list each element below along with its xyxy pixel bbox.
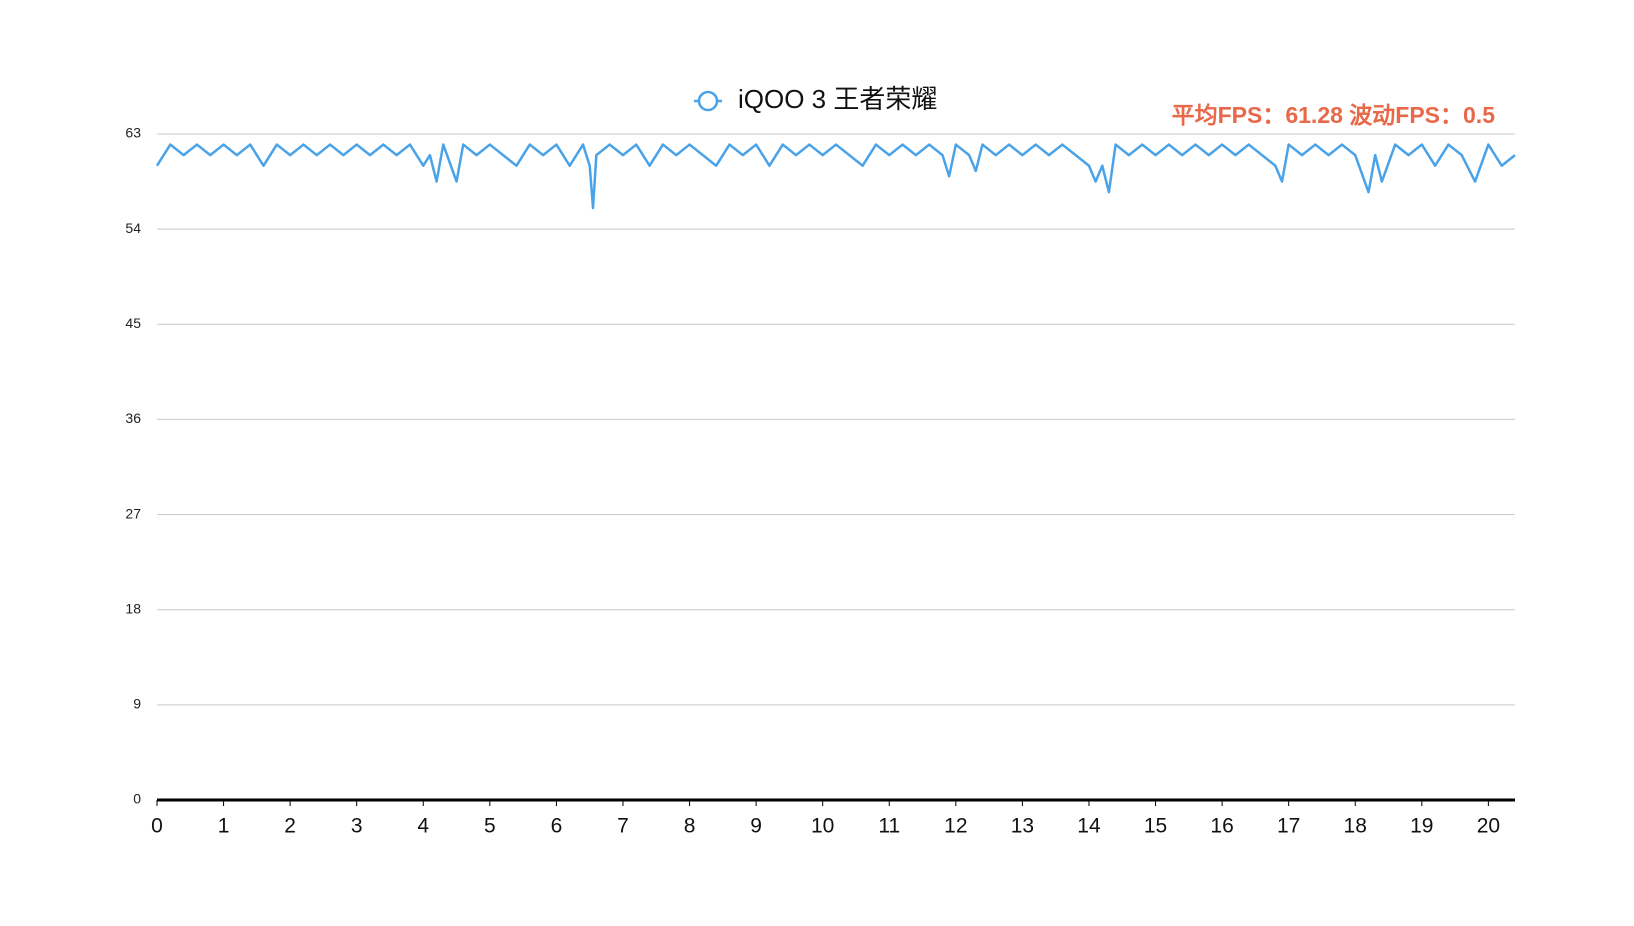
x-tick-label: 4 — [417, 815, 429, 838]
legend-marker — [697, 90, 719, 112]
x-tick-label: 0 — [151, 815, 163, 838]
x-tick-label: 1 — [218, 815, 230, 838]
x-tick-label: 7 — [617, 815, 629, 838]
x-tick-label: 5 — [484, 815, 496, 838]
x-tick-label: 17 — [1277, 815, 1300, 838]
x-tick-label: 10 — [811, 815, 834, 838]
y-tick-label: 18 — [125, 600, 141, 616]
y-tick-label: 36 — [125, 410, 141, 426]
series-line — [155, 143, 1516, 210]
y-tick-label: 63 — [125, 125, 141, 141]
x-tick-label: 12 — [944, 815, 967, 838]
legend-label: iQOO 3 王者荣耀 — [738, 84, 937, 114]
x-tick-label: 3 — [351, 815, 363, 838]
x-tick-label: 2 — [284, 815, 296, 838]
x-tick-label: 20 — [1477, 815, 1500, 838]
y-tick-label: 54 — [125, 220, 141, 236]
annotation: 平均FPS：61.28 波动FPS：0.5 — [1172, 102, 1496, 128]
y-tick-label: 27 — [125, 505, 141, 521]
y-tick-label: 45 — [125, 315, 141, 331]
x-tick-label: 19 — [1410, 815, 1433, 838]
x-tick-label: 16 — [1210, 815, 1233, 838]
x-tick-label: 15 — [1144, 815, 1167, 838]
x-tick-label: 14 — [1077, 815, 1101, 838]
x-tick-label: 8 — [684, 815, 696, 838]
x-tick-label: 13 — [1011, 815, 1034, 838]
x-tick-label: 18 — [1344, 815, 1367, 838]
x-tick-label: 6 — [551, 815, 563, 838]
y-tick-label: 9 — [133, 696, 141, 712]
x-tick-label: 9 — [750, 815, 762, 838]
x-tick-label: 11 — [878, 815, 900, 838]
y-tick-label: 0 — [133, 791, 141, 807]
